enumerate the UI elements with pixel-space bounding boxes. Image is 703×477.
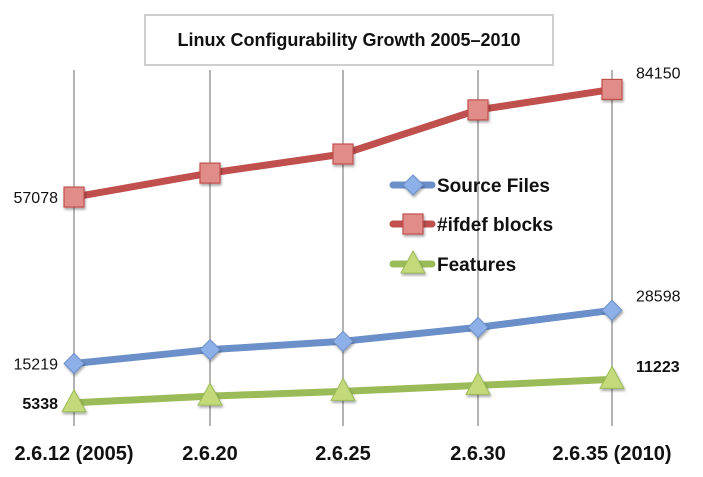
data-point [465, 371, 491, 395]
chart-title: Linux Configurability Growth 2005–2010 [144, 14, 554, 66]
data-point [197, 382, 223, 406]
data-point [601, 299, 623, 321]
legend-label: Source Files [437, 176, 550, 197]
x-tick-label: 2.6.20 [182, 443, 238, 465]
legend-marker [400, 249, 426, 274]
data-label: 5338 [22, 396, 58, 413]
data-label: 84150 [636, 65, 681, 82]
x-tick-label: 2.6.35 (2010) [553, 443, 672, 465]
data-point [601, 78, 623, 101]
series-features [61, 365, 625, 413]
data-point [63, 352, 85, 375]
legend-label: #ifdef blocks [437, 215, 553, 236]
legend-item: #ifdef blocks [389, 213, 553, 236]
legend-label: Features [437, 255, 516, 276]
data-point [330, 377, 356, 401]
legend-item: Source Files [389, 174, 550, 197]
data-label: 15219 [14, 356, 59, 373]
legend-marker [402, 174, 424, 196]
legend-marker [402, 213, 424, 235]
data-point [467, 316, 489, 339]
legend-item: Features [389, 249, 516, 276]
data-point [332, 330, 354, 353]
series--ifdef-blocks [63, 78, 623, 208]
data-point [467, 99, 489, 121]
data-point [63, 186, 85, 208]
data-label: 28598 [636, 288, 681, 305]
data-point [332, 143, 354, 165]
data-label: 57078 [14, 190, 59, 207]
data-label: 11223 [636, 359, 680, 376]
data-point [599, 365, 625, 389]
series-source-files [63, 299, 623, 375]
x-tick-label: 2.6.12 (2005) [15, 443, 134, 465]
x-tick-label: 2.6.25 [315, 443, 371, 465]
data-point [61, 388, 87, 413]
data-point [199, 162, 221, 184]
x-tick-label: 2.6.30 [450, 443, 506, 465]
data-point [199, 338, 221, 361]
